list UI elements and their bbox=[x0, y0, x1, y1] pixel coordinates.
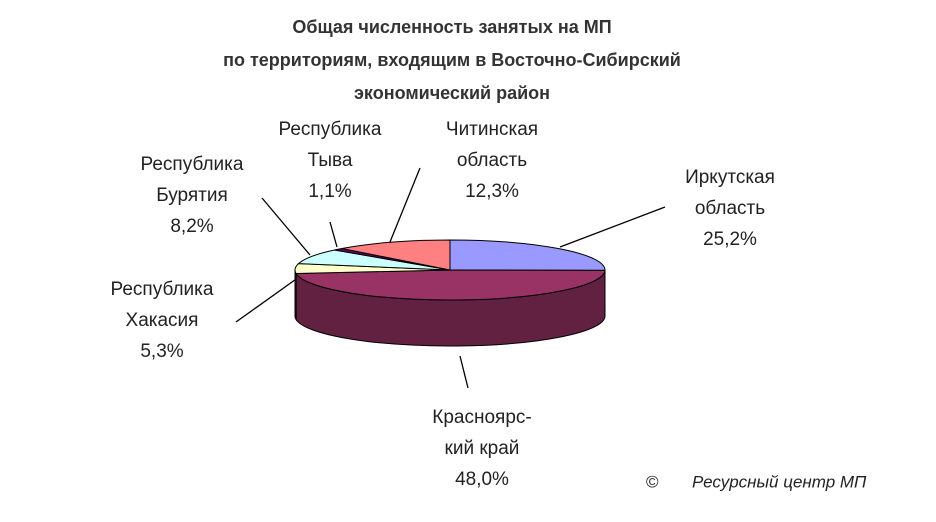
chart-title: Общая численность занятых на МП bbox=[292, 17, 611, 37]
leader-line bbox=[235, 271, 307, 323]
leader-line bbox=[559, 206, 666, 248]
value-label: 25,2% bbox=[703, 229, 757, 250]
leader-line bbox=[261, 197, 311, 256]
slice-label: Красноярс- bbox=[432, 407, 531, 428]
slice-label: Тыва bbox=[308, 150, 353, 171]
slice-label: область bbox=[457, 150, 527, 171]
slice-label: Республика bbox=[141, 154, 244, 175]
copyright: © bbox=[646, 472, 659, 491]
leader-line bbox=[459, 355, 469, 389]
value-label: 1,1% bbox=[308, 181, 351, 202]
leader-line bbox=[329, 221, 338, 248]
leader-line bbox=[389, 167, 421, 243]
pie-slice bbox=[449, 239, 606, 271]
slice-label: кий край bbox=[445, 438, 520, 459]
slice-label: Читинская bbox=[446, 119, 538, 140]
slice-label: Республика bbox=[279, 119, 382, 140]
pie-slice bbox=[295, 269, 606, 301]
value-label: 5,3% bbox=[140, 341, 183, 362]
credit: Ресурсный центр МП bbox=[692, 472, 867, 491]
slice-label: Хакасия bbox=[126, 310, 199, 331]
value-label: 48,0% bbox=[455, 469, 509, 490]
pie-slice bbox=[341, 239, 451, 271]
value-label: 12,3% bbox=[465, 181, 519, 202]
slice-label: Республика bbox=[111, 279, 214, 300]
slice-label: Бурятия bbox=[156, 185, 228, 206]
slice-label: область bbox=[695, 198, 765, 219]
value-label: 8,2% bbox=[170, 216, 213, 237]
chart-title: экономический район bbox=[354, 83, 550, 103]
slice-label: Иркутская bbox=[685, 167, 775, 188]
chart-title: по территориям, входящим в Восточно-Сиби… bbox=[223, 50, 681, 70]
pie-side bbox=[294, 269, 297, 322]
